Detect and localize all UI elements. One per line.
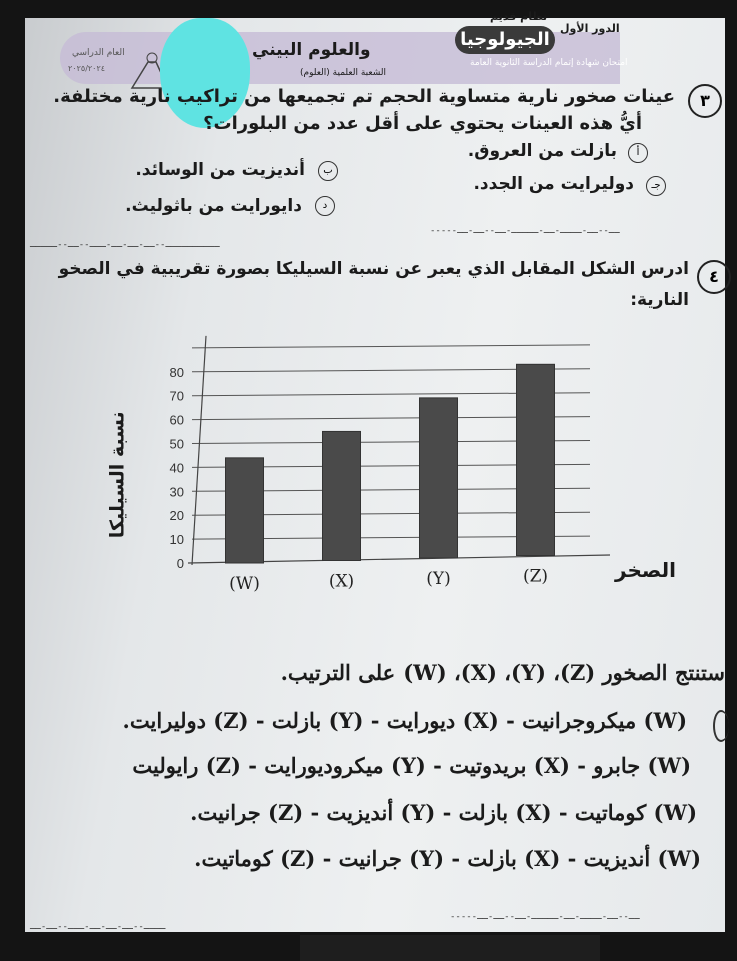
answer-option-2[interactable]: (W) جابرو - (X) بريدوتيت - (Y) ميكروديور… xyxy=(132,753,691,778)
answer-option-1[interactable]: (W) ميكروجرانيت - (X) ديورايت - (Y) بازل… xyxy=(122,708,687,733)
y-tick-label: 10 xyxy=(170,532,184,547)
question-3-option-d[interactable]: دايورايت من باثوليث. xyxy=(125,196,302,216)
answer-option-3[interactable]: (W) كوماتيت - (X) بازلت - (Y) أنديزيت - … xyxy=(190,800,697,825)
x-tick-label: (X) xyxy=(329,572,354,592)
bar-z xyxy=(516,363,555,556)
option-mark[interactable]: أ xyxy=(628,143,648,163)
y-tick-label: 30 xyxy=(170,484,184,499)
system-label: نظام قديم xyxy=(490,10,548,23)
y-tick-label: 20 xyxy=(170,508,184,523)
prompt-part: ستنتج الصخور (Z)، (Y)، (X)، (W) xyxy=(403,660,725,685)
bottom-caption-bar xyxy=(300,935,600,961)
option-mark[interactable] xyxy=(713,710,729,742)
y-tick-label: 60 xyxy=(170,413,184,428)
session-label: الدور الأول xyxy=(560,22,620,35)
bar-y xyxy=(419,397,458,559)
x-axis-title: الصخر xyxy=(615,558,676,582)
gridline xyxy=(191,344,591,349)
y-tick-label: 0 xyxy=(177,556,184,571)
silica-bar-chart: 0 10 20 30 40 50 60 70 80 (W) (X) (Y) (Z) xyxy=(170,335,611,594)
y-tick-label: 70 xyxy=(170,389,184,404)
year-label: العام الدراسي xyxy=(72,48,125,58)
exam-title: امتحان شهادة إتمام الدراسة الثانوية العا… xyxy=(470,58,628,68)
y-axis xyxy=(191,335,207,566)
subject-rest: والعلوم البيني xyxy=(252,40,371,60)
question-3-number: ٣ xyxy=(688,84,722,118)
y-tick-label: 80 xyxy=(170,365,184,380)
exam-paper xyxy=(25,18,725,932)
y-axis-title: نسبة السيليكا xyxy=(106,411,129,539)
bar-w xyxy=(225,457,264,564)
question-4-line1: ادرس الشكل المقابل الذي يعبر عن نسبة الس… xyxy=(58,259,689,279)
question-3-option-a[interactable]: بازلت من العروق. xyxy=(467,141,617,161)
x-tick-label: (Y) xyxy=(426,569,451,589)
subject-main: الجيولوجيا xyxy=(455,26,555,54)
question-3-option-b[interactable]: أنديزيت من الوسائد. xyxy=(135,160,305,180)
year-value: ٢٠٢٥/٢٠٢٤ xyxy=(68,64,106,73)
branch-label: الشعبة العلمية (العلوم) xyxy=(300,68,386,78)
question-3-line2: أيُّ هذه العينات يحتوي على أقل عدد من ال… xyxy=(203,113,642,134)
option-mark[interactable]: جـ xyxy=(646,176,666,196)
question-3-option-c[interactable]: دوليرايت من الجدد. xyxy=(473,174,634,194)
question-4-prompt-end: على الترتيب. xyxy=(280,660,396,685)
question-4-number: ٤ xyxy=(697,260,731,294)
question-4-line2: النارية: xyxy=(630,290,689,310)
divider: ــــ--ــ-ــ-ــ-ـــ--ــ-ــ xyxy=(30,922,166,932)
option-mark[interactable]: ب xyxy=(318,161,338,181)
y-tick-label: 40 xyxy=(170,460,184,475)
y-tick-label: 50 xyxy=(170,437,184,452)
x-tick-label: (Z) xyxy=(523,567,548,587)
divider: -----ــ--ــ-ــــ-ــ-ـــــ-ــ--ــ-ــ xyxy=(450,912,641,922)
question-3-line1: عينات صخور نارية متساوية الحجم تم تجميعه… xyxy=(53,86,675,107)
divider: ــــــــــ--ــ-ــ-ــ-ـــ--ــ--ـــــ xyxy=(30,240,221,250)
divider: -----ــ--ــ-ــــ-ــ-ـــــ-ــ--ــ-ــ xyxy=(430,226,621,236)
volcano-icon xyxy=(130,52,170,89)
x-tick-label: (W) xyxy=(229,574,260,594)
redaction-blob xyxy=(160,18,250,128)
question-4-prompt: ستنتج الصخور (Z)، (Y)، (X)، (W) على التر… xyxy=(281,660,725,685)
bar-x xyxy=(322,430,361,561)
option-mark[interactable]: د xyxy=(315,196,335,216)
answer-option-4[interactable]: (W) أنديزيت - (X) بازلت - (Y) جرانيت - (… xyxy=(194,846,701,871)
